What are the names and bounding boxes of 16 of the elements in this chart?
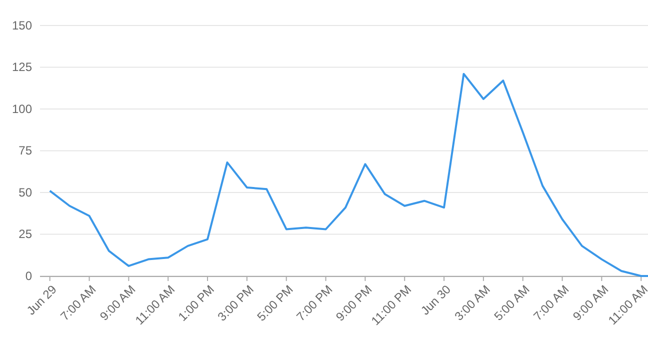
x-tick-label: 5:00 AM [491, 282, 532, 324]
x-tick-label: 7:00 PM [294, 282, 336, 324]
y-tick-label: 25 [18, 227, 32, 242]
y-tick-label: 75 [18, 144, 32, 158]
x-tick-label: Jun 29 [24, 282, 60, 318]
x-tick-label: 7:00 AM [58, 282, 99, 324]
y-tick-label: 125 [12, 60, 32, 74]
y-tick-label: 150 [12, 18, 32, 32]
y-tick-label: 0 [25, 268, 32, 283]
y-tick-label: 50 [18, 185, 32, 200]
y-tick-label: 100 [12, 102, 32, 116]
x-tick-label: 5:00 PM [254, 282, 296, 324]
x-tick-label: 3:00 PM [214, 282, 256, 324]
x-tick-label: 3:00 AM [452, 282, 493, 324]
x-tick-label: Jun 30 [418, 282, 454, 318]
x-tick-label: 7:00 AM [530, 282, 572, 324]
